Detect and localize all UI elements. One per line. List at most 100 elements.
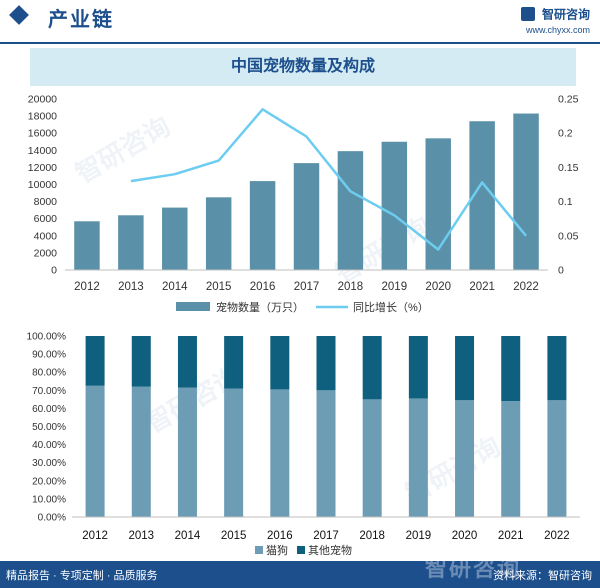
y-axis-left-tick-label: 2000 (34, 247, 58, 259)
bar-other-pets (408, 336, 428, 399)
x-axis-tick-label: 2014 (162, 281, 188, 293)
y-axis-tick-label: 80.00% (32, 368, 66, 379)
y-axis-right-tick-label: 0.15 (558, 162, 579, 174)
y-axis-left-tick-label: 4000 (34, 230, 58, 242)
y-axis-left-tick-label: 18000 (28, 111, 57, 123)
x-axis-tick-label: 2018 (338, 281, 364, 293)
y-axis-tick-label: 50.00% (32, 422, 66, 433)
x-axis-tick-label: 2013 (128, 530, 154, 542)
y-axis-tick-label: 0.00% (38, 513, 66, 524)
x-axis-tick-label: 2013 (118, 281, 144, 293)
x-axis-tick-label: 2020 (425, 281, 451, 293)
y-axis-left-tick-label: 0 (51, 265, 57, 277)
x-axis-tick-label: 2019 (406, 530, 432, 542)
line-yoy-growth (130, 108, 527, 251)
brand-block: 智研咨询 www.chyxx.com (520, 5, 590, 35)
y-axis-left-tick-label: 12000 (28, 162, 57, 174)
x-axis-tick-label: 2022 (544, 530, 570, 542)
bar-other-pets (270, 336, 290, 390)
y-axis-left-tick-label: 16000 (28, 128, 57, 140)
bar-cats-dogs (131, 386, 151, 517)
legend-label-cats-dogs: 猫狗 (266, 544, 288, 557)
y-axis-tick-label: 60.00% (32, 404, 66, 415)
x-axis-tick-label: 2015 (206, 281, 232, 293)
y-axis-tick-label: 40.00% (32, 440, 66, 451)
y-axis-tick-label: 70.00% (32, 386, 66, 397)
x-axis-tick-label: 2017 (294, 281, 320, 293)
bar-pet-count (381, 141, 408, 270)
bar-cats-dogs (408, 398, 428, 517)
bar-other-pets (362, 336, 382, 400)
y-axis-right-tick-label: 0 (558, 265, 564, 277)
bar-pet-count (74, 221, 100, 270)
chart-title-band: 中国宠物数量及构成 (30, 48, 576, 86)
bar-other-pets (85, 336, 105, 386)
y-axis-left-tick-label: 8000 (34, 196, 58, 208)
legend-label-other-pets: 其他宠物 (308, 543, 352, 557)
y-axis-tick-label: 90.00% (32, 350, 66, 361)
x-axis-tick-label: 2016 (250, 281, 276, 293)
bar-other-pets (547, 336, 567, 401)
bar-pet-count (337, 151, 364, 270)
x-axis-tick-label: 2014 (175, 530, 201, 542)
bar-cats-dogs (224, 388, 244, 517)
x-axis-tick-label: 2022 (513, 281, 539, 293)
bar-other-pets (455, 336, 475, 401)
bar-other-pets (177, 336, 197, 388)
footer-bar: 精品报告 · 专项定制 · 品质服务 智研咨询 资料来源：智研咨询 (0, 556, 600, 588)
y-axis-left-tick-label: 14000 (28, 145, 57, 157)
y-axis-left-tick-label: 20000 (28, 94, 57, 106)
y-axis-tick-label: 30.00% (32, 458, 66, 469)
bar-other-pets (316, 336, 336, 391)
footer-source: 资料来源：智研咨询 (493, 570, 592, 582)
x-axis-tick-label: 2012 (82, 530, 108, 542)
bar-cats-dogs (316, 390, 336, 517)
y-axis-left-tick-label: 10000 (28, 179, 57, 191)
bar-cats-dogs (501, 401, 521, 517)
bar-pet-count (249, 181, 276, 270)
chart-title: 中国宠物数量及构成 (230, 58, 375, 75)
footer-slogan: 精品报告 · 专项定制 · 品质服务 (6, 570, 158, 582)
section-title: 产业链 (48, 9, 114, 31)
bar-cats-dogs (455, 400, 475, 517)
bar-cats-dogs (362, 399, 382, 517)
y-axis-tick-label: 10.00% (32, 494, 66, 505)
x-axis-tick-label: 2018 (359, 530, 385, 542)
x-axis-tick-label: 2020 (452, 530, 478, 542)
y-axis-right-tick-label: 0.05 (558, 230, 579, 242)
x-axis-tick-label: 2012 (74, 281, 100, 293)
bar-cats-dogs (547, 400, 567, 517)
bar-other-pets (224, 336, 244, 389)
bar-cats-dogs (85, 385, 105, 517)
y-axis-tick-label: 100.00% (27, 332, 67, 343)
x-axis-tick-label: 2019 (382, 281, 408, 293)
y-axis-right-tick-label: 0.1 (558, 196, 573, 208)
brand-logo-icon (520, 6, 535, 21)
brand-url: www.chyxx.com (525, 25, 590, 35)
bar-pet-count (293, 163, 320, 270)
legend-label-pet-count: 宠物数量（万只） (216, 300, 304, 314)
bar-cats-dogs (177, 387, 197, 517)
footer-brand-watermark: 智研咨询 (425, 556, 522, 581)
x-axis-tick-label: 2015 (221, 530, 247, 542)
bar-pet-count (162, 207, 188, 270)
bar-cats-dogs (270, 389, 290, 517)
x-axis-tick-label: 2021 (469, 281, 495, 293)
x-axis-tick-label: 2016 (267, 530, 293, 542)
bar-pet-count (118, 215, 144, 270)
bar-pet-count (205, 197, 232, 270)
y-axis-right-tick-label: 0.25 (558, 94, 579, 106)
y-axis-left-tick-label: 6000 (34, 213, 58, 225)
x-axis-tick-label: 2021 (498, 530, 524, 542)
legend-swatch-cats-dogs (255, 546, 263, 554)
y-axis-right-tick-label: 0.2 (558, 128, 573, 140)
brand-name: 智研咨询 (541, 7, 590, 22)
header-bar: 产业链 智研咨询 www.chyxx.com (0, 0, 600, 40)
legend-label-yoy-growth: 同比增长（%） (353, 300, 429, 314)
bar-other-pets (131, 336, 151, 387)
bar-other-pets (501, 336, 521, 402)
x-axis-tick-label: 2017 (313, 530, 339, 542)
bar-pet-count (513, 113, 539, 270)
header-divider (0, 42, 600, 44)
